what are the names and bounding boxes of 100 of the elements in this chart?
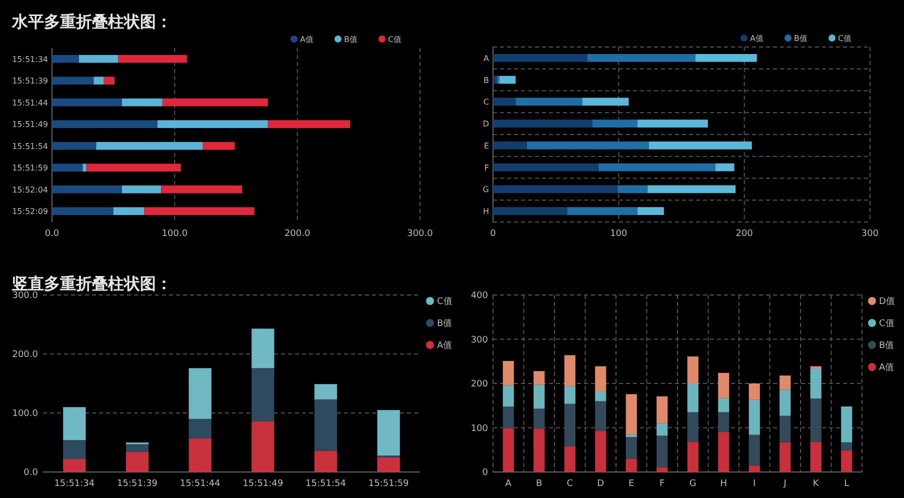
x-tick-label: A xyxy=(505,479,512,489)
bar xyxy=(52,164,83,172)
y-tick-label: 15:51:44 xyxy=(12,98,48,108)
legend-label: C值 xyxy=(388,35,402,44)
x-tick-label: 15:51:59 xyxy=(368,479,410,489)
bar xyxy=(687,412,698,442)
x-tick-label: C xyxy=(566,479,574,489)
bar xyxy=(780,442,791,472)
bar xyxy=(502,406,514,428)
legend-label: C值 xyxy=(838,34,852,43)
legend-label: B值 xyxy=(794,34,808,43)
bar xyxy=(161,185,242,194)
bar xyxy=(52,98,122,106)
x-tick-label: K xyxy=(812,479,820,489)
bar xyxy=(810,368,822,399)
bar xyxy=(122,98,162,106)
y-tick-label: 15:51:49 xyxy=(12,120,48,130)
bar xyxy=(656,423,668,436)
bar xyxy=(252,368,274,422)
x-tick-label: L xyxy=(844,479,850,489)
bar xyxy=(718,432,730,472)
y-tick-label: 15:51:39 xyxy=(12,76,48,86)
x-tick-label: E xyxy=(628,479,635,489)
bar xyxy=(188,418,212,438)
x-tick-label: J xyxy=(782,479,786,489)
x-tick-label: 15:51:39 xyxy=(117,479,158,489)
bar xyxy=(648,142,752,150)
bar xyxy=(626,394,637,434)
bar xyxy=(638,120,708,128)
legend-label: B值 xyxy=(437,318,452,329)
bar xyxy=(626,434,637,438)
bar xyxy=(595,391,606,402)
bar xyxy=(748,465,760,472)
bar xyxy=(648,185,736,194)
x-tick-label: F xyxy=(660,479,665,489)
x-tick-label: 200.0 xyxy=(284,229,310,239)
x-tick-label: I xyxy=(753,479,756,489)
y-tick-label: 400 xyxy=(470,291,488,301)
bar xyxy=(841,406,852,442)
x-tick-label: B xyxy=(536,479,542,489)
bar xyxy=(592,120,638,128)
bar xyxy=(718,372,730,398)
bar xyxy=(748,400,760,435)
bar xyxy=(656,436,668,468)
legend-label: C值 xyxy=(437,296,452,307)
y-tick-label: 200 xyxy=(470,380,488,390)
bar xyxy=(626,437,637,459)
bar xyxy=(534,408,545,429)
bar xyxy=(499,76,516,84)
bar xyxy=(516,98,582,106)
y-tick-label: C xyxy=(483,98,490,107)
bar xyxy=(626,458,637,472)
y-tick-label: 15:51:54 xyxy=(12,142,48,151)
bar xyxy=(162,98,268,106)
bar xyxy=(496,76,500,84)
bar xyxy=(715,163,734,172)
x-tick-label: 15:51:49 xyxy=(242,479,284,489)
bar xyxy=(157,120,268,128)
bar xyxy=(126,444,149,452)
y-tick-label: B xyxy=(484,76,489,85)
bar xyxy=(595,430,606,472)
y-tick-label: 0.0 xyxy=(24,468,38,478)
bar xyxy=(252,421,274,472)
bar xyxy=(493,185,618,194)
bar xyxy=(810,398,822,442)
bar xyxy=(104,76,115,85)
bar xyxy=(63,440,86,460)
bar xyxy=(113,207,144,216)
bar xyxy=(780,416,791,442)
bar xyxy=(52,142,96,150)
bar xyxy=(52,185,122,194)
legend-label: A值 xyxy=(437,340,452,351)
bar xyxy=(314,399,338,451)
bar xyxy=(144,207,254,216)
bar xyxy=(534,371,545,385)
bar xyxy=(564,404,576,446)
x-tick-label: G xyxy=(689,479,696,489)
y-tick-label: 15:52:04 xyxy=(12,185,48,194)
y-tick-label: 100.0 xyxy=(12,409,38,419)
bar xyxy=(718,398,730,412)
x-tick-label: 100 xyxy=(610,229,628,239)
bar xyxy=(502,428,514,472)
x-tick-label: 200 xyxy=(736,229,754,239)
bar xyxy=(493,54,588,62)
legend-label: C值 xyxy=(879,318,894,329)
y-tick-label: 300.0 xyxy=(12,291,38,301)
bar xyxy=(493,76,497,84)
bar xyxy=(780,376,791,390)
bar xyxy=(595,366,606,392)
y-tick-label: 300 xyxy=(470,335,488,346)
y-tick-label: A xyxy=(484,54,490,63)
bar xyxy=(52,54,79,63)
bar xyxy=(188,368,212,419)
y-tick-label: F xyxy=(484,163,490,172)
x-tick-label: 15:51:54 xyxy=(306,479,346,489)
y-tick-label: 0 xyxy=(482,468,488,478)
y-tick-label: E xyxy=(484,141,489,150)
bar xyxy=(687,442,698,472)
bar xyxy=(748,384,760,400)
bar xyxy=(841,442,852,450)
